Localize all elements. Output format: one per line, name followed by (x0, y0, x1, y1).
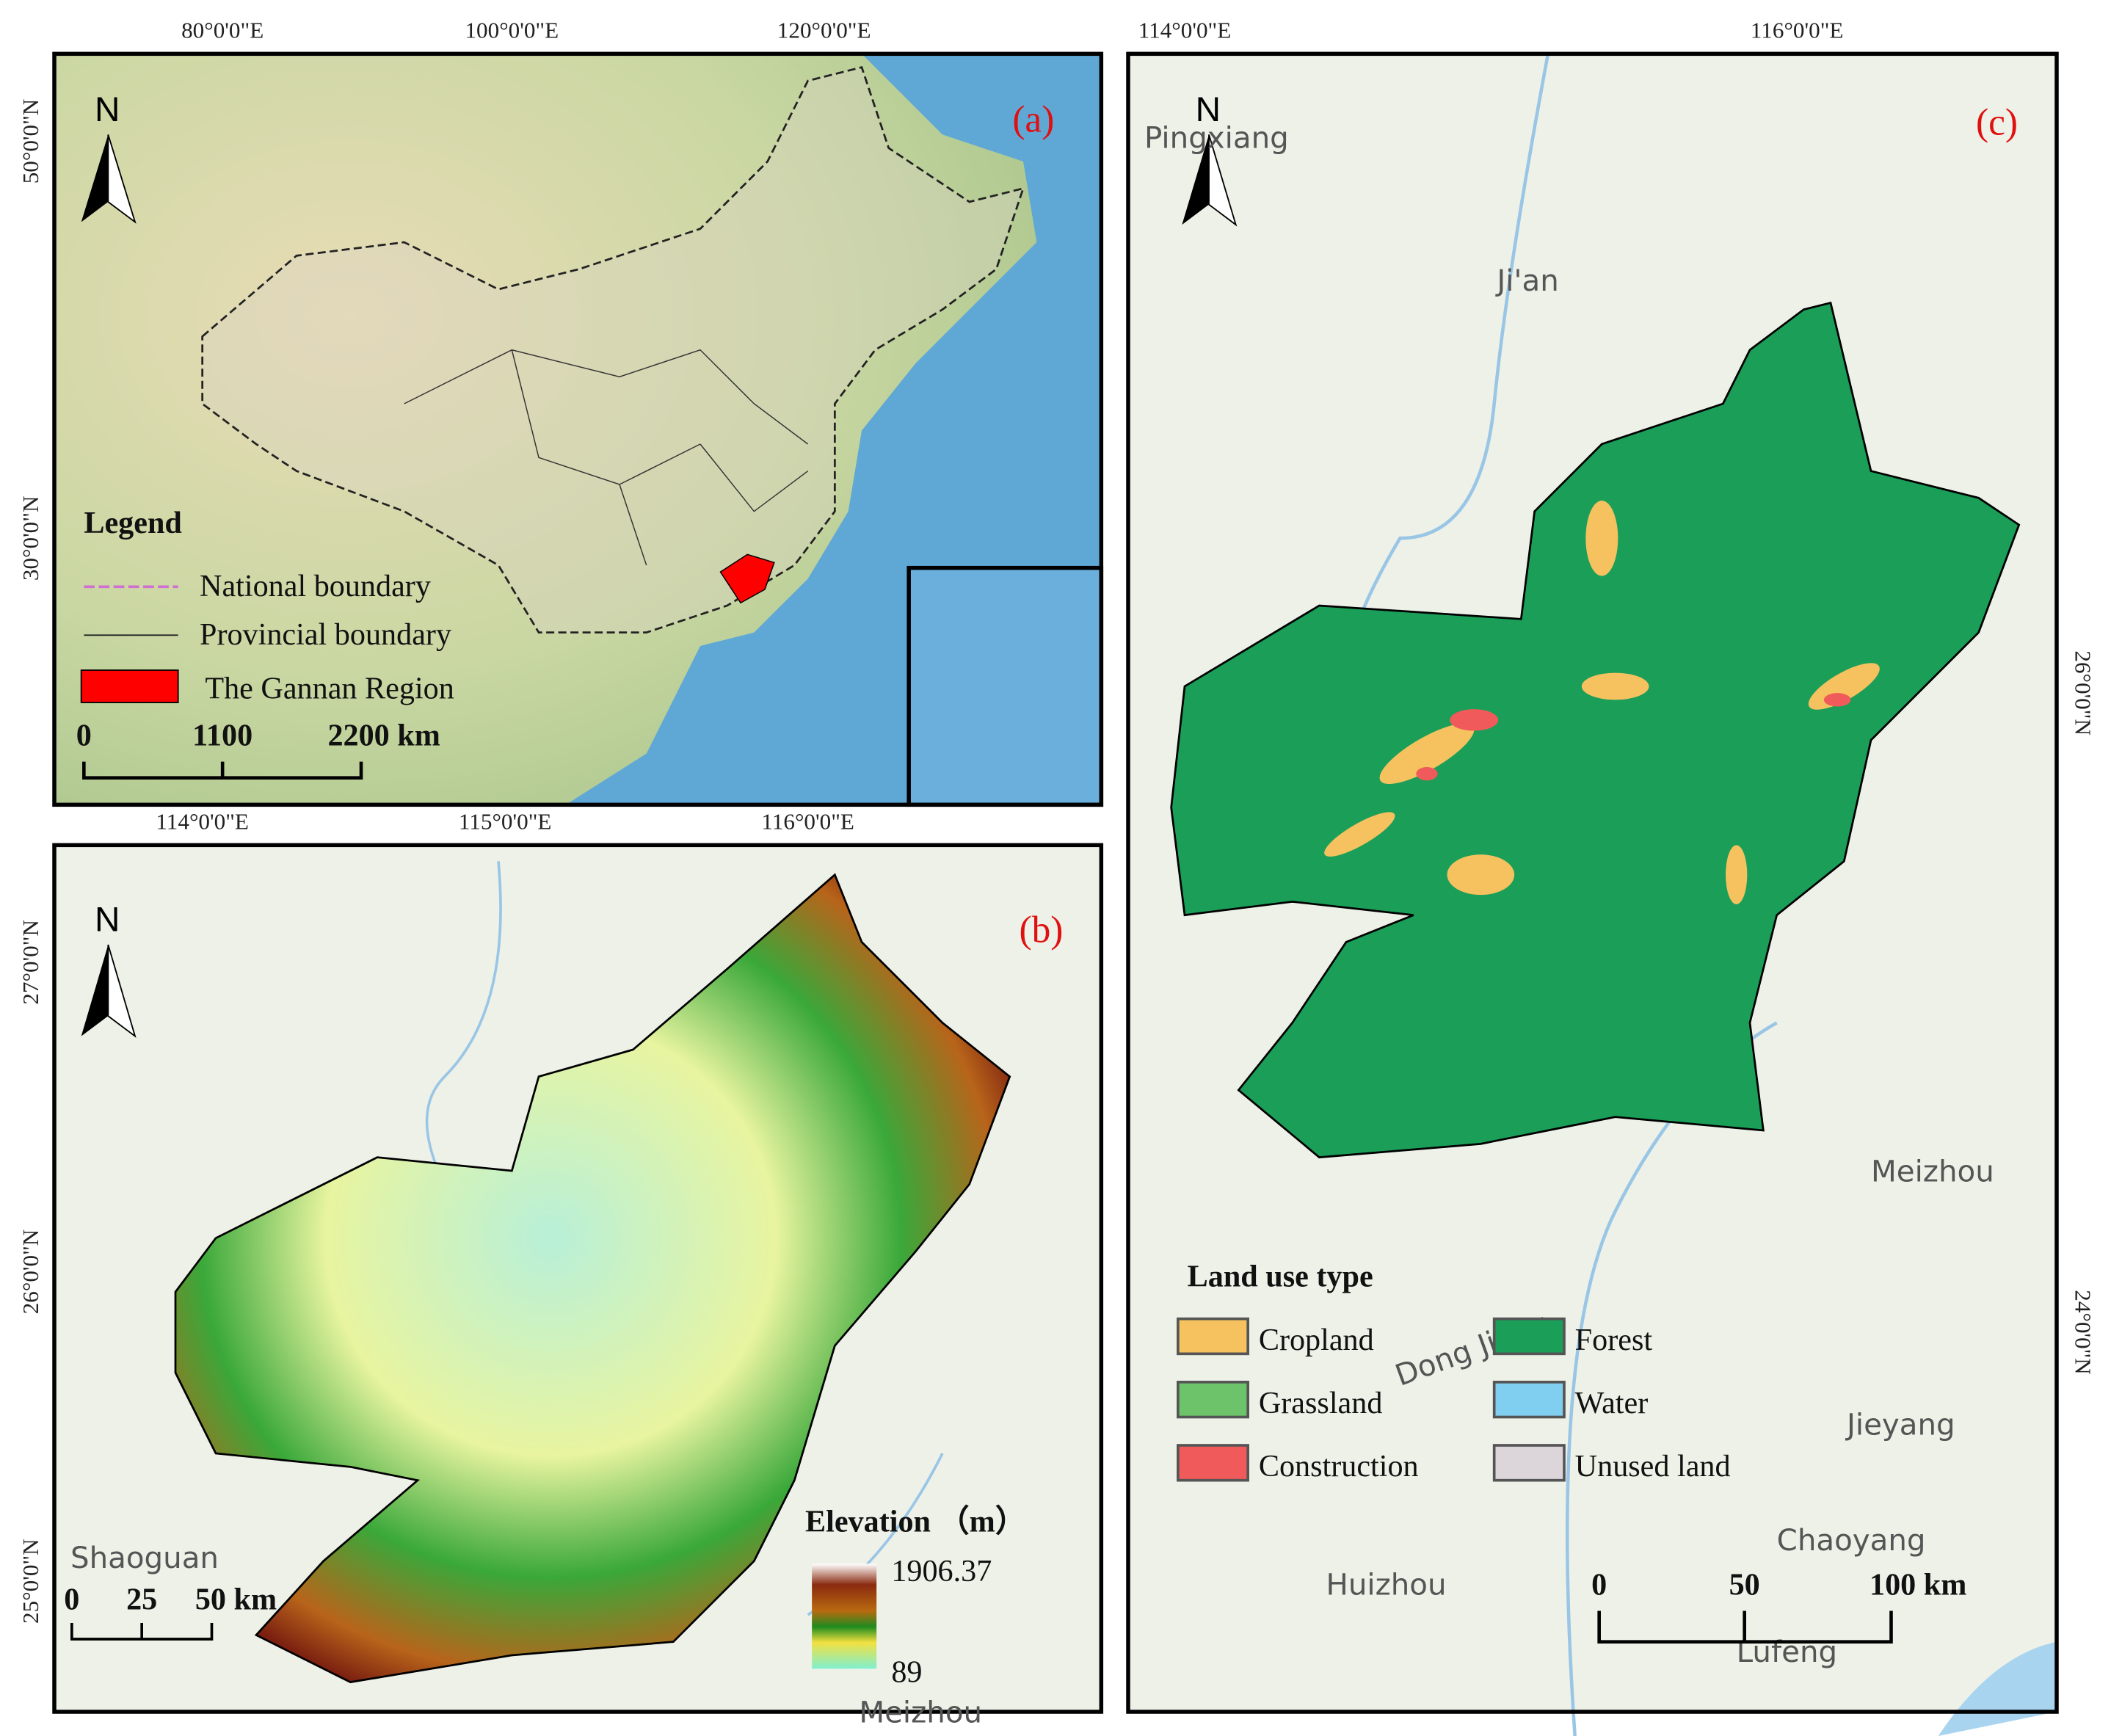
panel-label: (a) (1012, 99, 1054, 141)
gannan-land-use (1170, 301, 2021, 1159)
legend-item: Grassland (1259, 1386, 1383, 1420)
panel-a: (a) 80°0'0"E 100°0'0"E 120°0'0"E 50°0'0"… (18, 17, 1104, 807)
legend-swatch (80, 669, 179, 703)
lon-label: 120°0'0"E (777, 17, 871, 43)
lon-label: 114°0'0"E (156, 808, 249, 834)
lat-label: 50°0'0"N (18, 99, 43, 184)
scale-label: 0 (64, 1583, 79, 1617)
scale-bar (1597, 1610, 1893, 1644)
lon-label: 80°0'0"E (181, 17, 264, 43)
scale-label: 50 km (195, 1583, 277, 1617)
place-label: Huizhou (1326, 1568, 1447, 1602)
lat-label: 27°0'0"N (18, 920, 43, 1005)
legend-item: The Gannan Region (205, 672, 454, 706)
legend-item: Unused land (1575, 1449, 1731, 1483)
lon-label: 100°0'0"E (465, 17, 559, 43)
scale-label: 1100 (192, 719, 252, 753)
elevation-title: Elevation （m） (805, 1504, 1026, 1539)
legend-item: National boundary (200, 569, 431, 603)
scale-label: 2200 km (327, 719, 440, 753)
lat-label: 30°0'0"N (18, 496, 43, 581)
legend-swatch (1492, 1317, 1566, 1356)
scale-label: 100 km (1870, 1568, 1966, 1602)
panel-b: (b) 114°0'0"E 115°0'0"E 116°0'0"E 27°0'0… (18, 808, 1104, 1730)
panel-c: (c) 114°0'0"E 116°0'0"E 26°0'0"N 24°0'0"… (1126, 17, 2096, 1736)
land (54, 54, 1037, 805)
patch (1585, 501, 1618, 576)
patch (1324, 812, 1395, 857)
place-label: Shaoguan (70, 1541, 219, 1575)
north-arrow (1208, 134, 1238, 227)
panel-label: (b) (1020, 909, 1064, 951)
panel-label: (c) (1976, 101, 2018, 143)
patch (1450, 709, 1499, 731)
scale-label: 0 (1591, 1568, 1607, 1602)
gannan-region (719, 553, 775, 604)
legend-item: Construction (1259, 1449, 1419, 1483)
frame (52, 51, 1104, 807)
lat-label: 25°0'0"N (18, 1539, 43, 1624)
place-label: Meizhou (859, 1696, 982, 1730)
lon-label: 116°0'0"E (761, 808, 854, 834)
legend-swatch (1177, 1380, 1249, 1419)
scale-label: 25 (126, 1583, 157, 1617)
north-arrow (107, 134, 137, 224)
patch (1726, 845, 1748, 904)
scale-bar (82, 761, 363, 780)
lat-label: 24°0'0"N (2071, 1290, 2096, 1375)
scale-label: 50 (1729, 1568, 1760, 1602)
inset-map (906, 565, 1104, 807)
lon-label: 116°0'0"E (1751, 17, 1844, 43)
north-label: N (95, 901, 120, 940)
legend-swatch (1492, 1444, 1566, 1482)
legend-title: Land use type (1188, 1260, 1373, 1294)
north-label: N (1196, 90, 1221, 129)
patch (1581, 672, 1649, 700)
gannan-elevation (174, 873, 1011, 1684)
national-boundary (201, 66, 1025, 634)
scale-bar (70, 1623, 214, 1641)
place-label: Pingxiang (1144, 121, 1289, 156)
legend-item: Forest (1575, 1323, 1653, 1357)
lat-label: 26°0'0"N (2071, 650, 2096, 736)
elevation-min: 89 (891, 1655, 922, 1690)
frame (52, 843, 1104, 1714)
patch (1416, 767, 1438, 781)
lon-label: 114°0'0"E (1138, 17, 1232, 43)
place-label: Chaoyang (1777, 1523, 1926, 1558)
legend-swatch (1177, 1444, 1249, 1482)
patch (1379, 723, 1475, 784)
construction-patches (1416, 693, 1851, 781)
north-arrow (107, 944, 137, 1039)
legend-item: Provincial boundary (200, 617, 451, 652)
scale-label: 0 (76, 719, 92, 753)
north-label: N (95, 90, 120, 129)
place-label: Meizhou (1871, 1155, 1994, 1189)
lat-label: 26°0'0"N (18, 1230, 43, 1315)
place-label: Jieyang (1845, 1407, 1955, 1442)
patch (1447, 854, 1515, 896)
patch (1823, 693, 1851, 707)
elevation-ramp (812, 1564, 877, 1669)
frame (1126, 51, 2059, 1714)
legend-title: Legend (84, 506, 182, 540)
place-label: Lufeng (1737, 1635, 1838, 1669)
legend-swatch (1177, 1317, 1249, 1356)
legend-item: Cropland (1259, 1323, 1374, 1357)
elevation-max: 1906.37 (891, 1554, 992, 1588)
lon-label: 115°0'0"E (459, 808, 552, 834)
place-label: Ji'an (1494, 264, 1558, 298)
legend-item: Water (1575, 1386, 1649, 1420)
land-use-legend: Cropland Forest Grassland Water Construction… (1177, 1317, 1731, 1483)
legend-swatch (1492, 1380, 1566, 1419)
provincial-boundary (404, 349, 809, 566)
